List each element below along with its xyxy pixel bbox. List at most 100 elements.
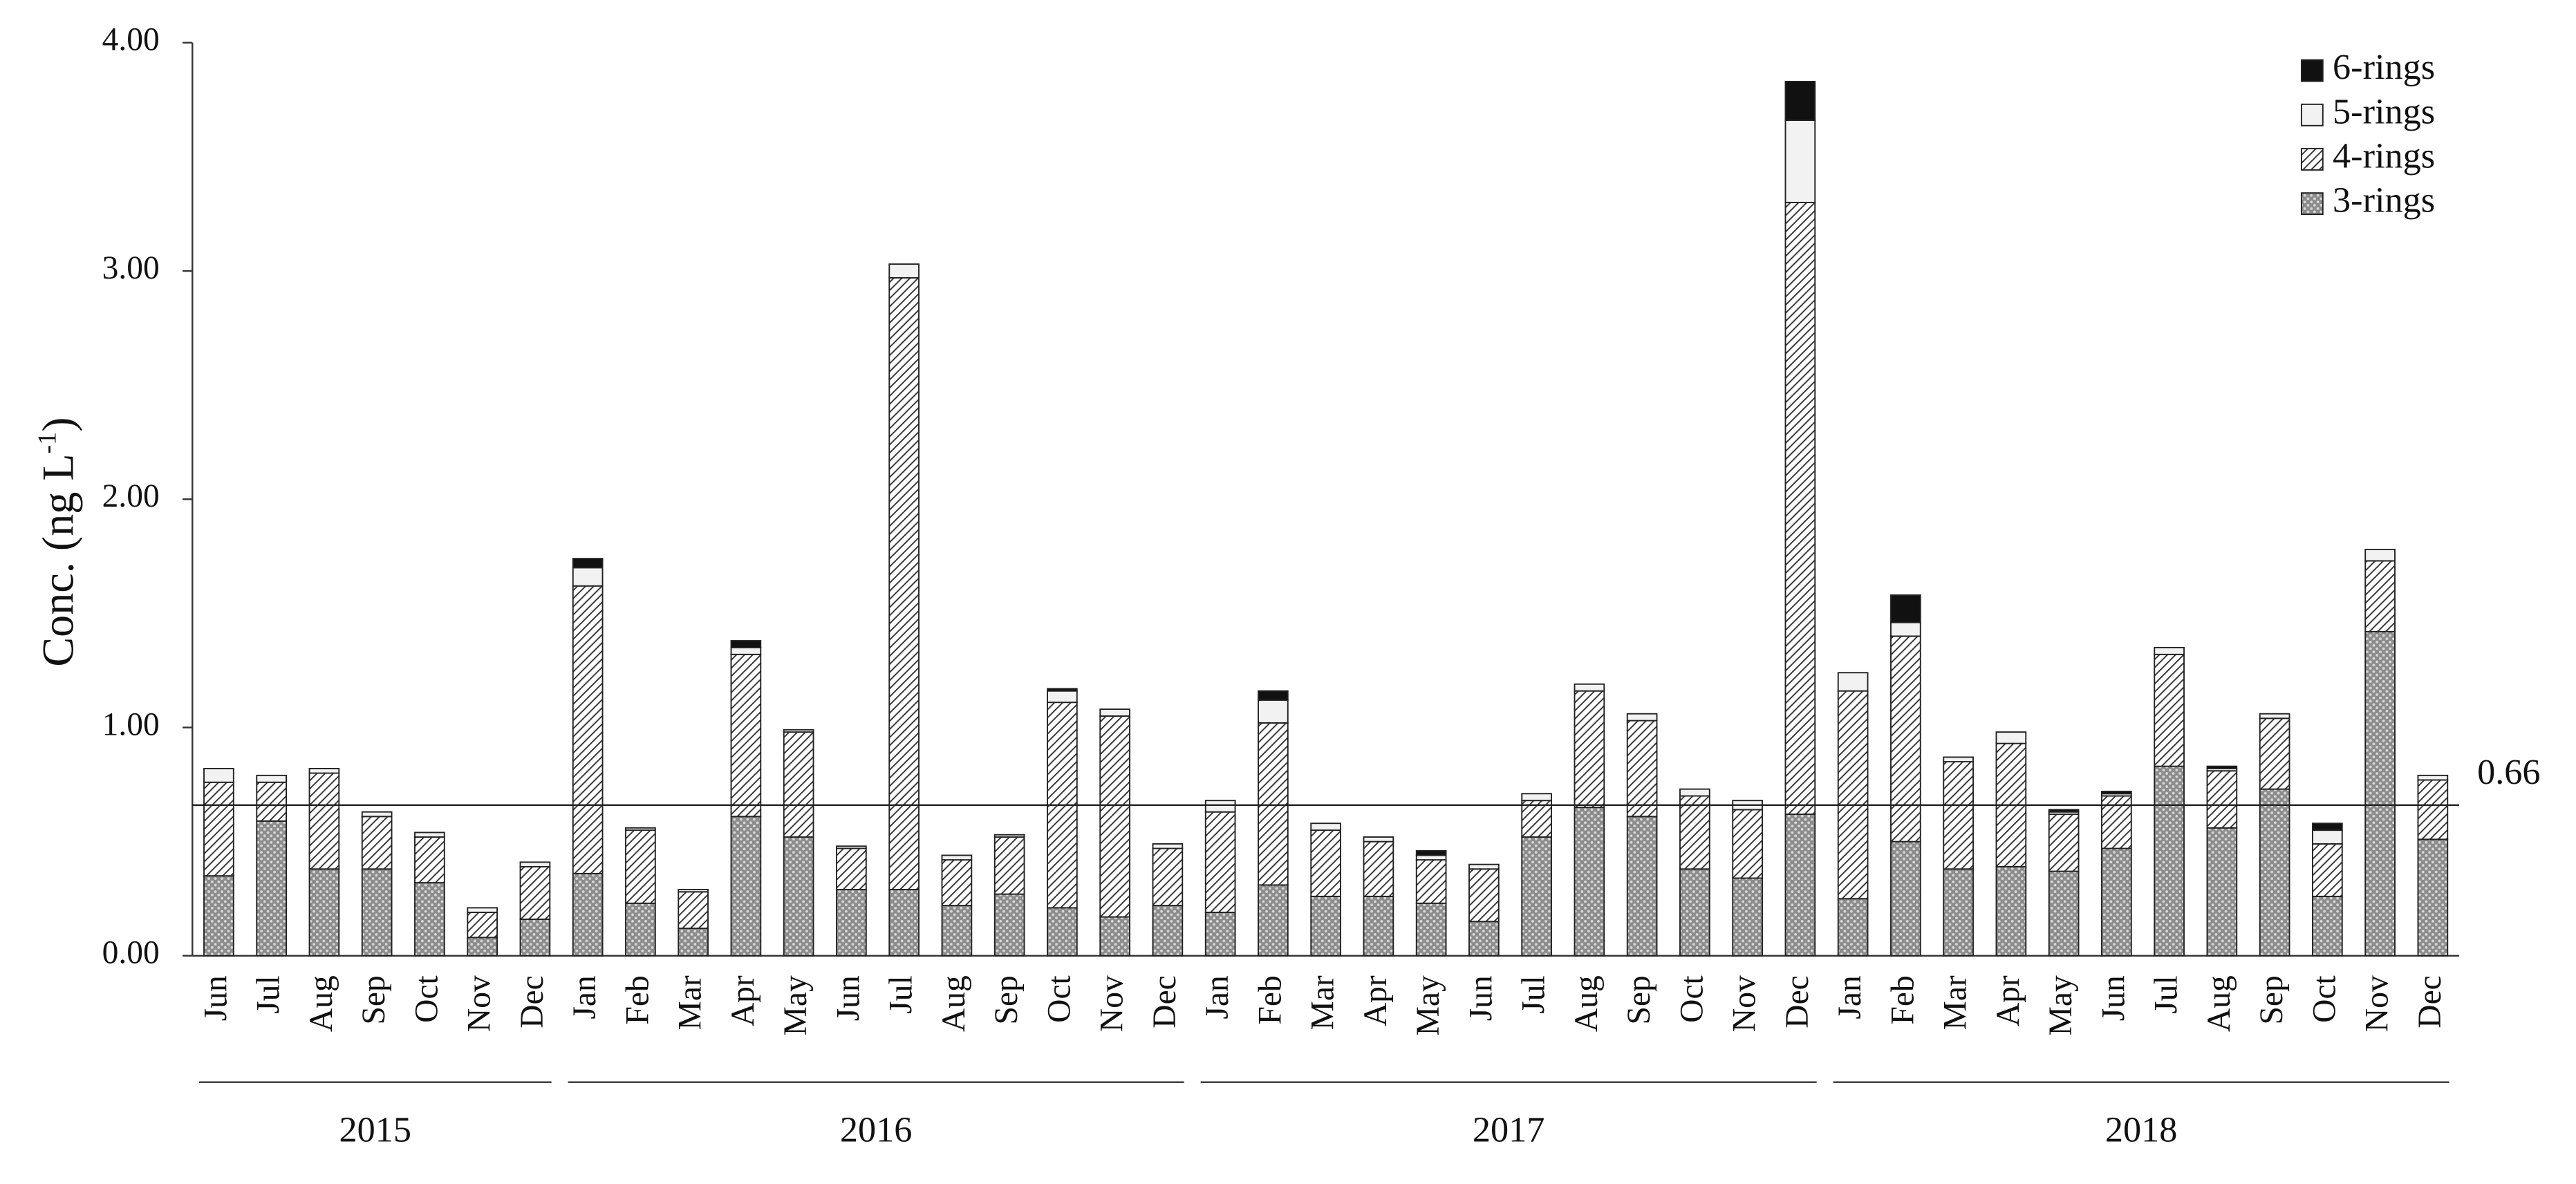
bar-segment <box>1574 807 1605 957</box>
bar-segment <box>836 847 867 890</box>
bar-segment <box>2154 765 2185 957</box>
bar-segment <box>572 872 604 957</box>
bar-segment <box>625 827 656 831</box>
bar-segment <box>1784 80 1816 122</box>
bar-segment <box>1626 720 1658 818</box>
bar-segment <box>1047 907 1078 957</box>
bar-segment <box>1099 715 1130 918</box>
bar-segment <box>888 889 920 957</box>
bar-segment <box>572 567 604 587</box>
x-tick-label: Dec <box>1147 975 1183 1028</box>
bar-segment <box>203 781 234 877</box>
bar-segment <box>2259 717 2290 790</box>
y-label-end: ) <box>33 417 82 431</box>
bar-segment <box>2259 788 2290 957</box>
bar-segment <box>1415 859 1447 904</box>
x-tick-label: Jul <box>251 975 287 1013</box>
x-tick-label: May <box>2043 975 2079 1035</box>
bar-segment <box>941 905 973 957</box>
bar-segment <box>361 811 393 818</box>
y-tick-label: 1.00 <box>102 706 160 742</box>
bar-segment <box>1363 840 1394 897</box>
bar-segment <box>1152 905 1184 957</box>
bar-segment <box>1363 836 1394 843</box>
x-tick-label: Aug <box>2201 975 2237 1032</box>
bar-segment <box>1626 816 1658 957</box>
bar-segment <box>2417 774 2449 781</box>
x-tick-label: Aug <box>1569 975 1605 1032</box>
bar-segment <box>203 768 234 783</box>
bar-segment <box>1679 868 1710 957</box>
bar-segment <box>678 889 709 893</box>
bar-segment <box>1204 811 1236 913</box>
bar-segment <box>2312 823 2343 831</box>
bar-segment <box>836 845 867 849</box>
bar-segment <box>2048 870 2080 957</box>
bar-segment <box>1310 823 1341 831</box>
bar-segment <box>519 861 551 867</box>
bar-segment <box>361 868 393 957</box>
x-tick-label: Mar <box>1938 975 1974 1030</box>
bar-segment <box>1415 849 1447 856</box>
legend-label: 5-rings <box>2333 91 2435 131</box>
bar-segment <box>1152 847 1184 907</box>
bar-segment <box>730 653 762 818</box>
x-tick-label: May <box>778 975 814 1035</box>
bar-segment <box>414 882 445 957</box>
bar-segment <box>1890 635 1921 843</box>
x-tick-label: Feb <box>1252 975 1288 1024</box>
y-label-text: Conc. (ng L <box>33 453 82 666</box>
x-tick-label: Oct <box>409 975 445 1023</box>
x-tick-label: May <box>1410 975 1446 1035</box>
bar-segment <box>2312 829 2343 845</box>
x-tick-label: Oct <box>1674 975 1710 1023</box>
bar-segment <box>941 859 973 907</box>
bar-segment <box>1943 868 1974 957</box>
bar-segment <box>1099 708 1130 717</box>
bar-segment <box>993 834 1025 838</box>
bar-segment <box>1415 854 1447 861</box>
x-tick-label: Jul <box>884 975 920 1013</box>
x-tick-label: Apr <box>725 975 761 1026</box>
legend-swatch <box>2300 192 2324 216</box>
legend-swatch <box>2300 148 2324 171</box>
bar-segment <box>414 831 445 838</box>
bar-segment <box>308 768 340 774</box>
bar-segment <box>308 868 340 957</box>
bar-segment <box>467 907 498 913</box>
bar-segment <box>361 816 393 870</box>
bar-segment <box>678 891 709 930</box>
x-tick-label: Jan <box>567 975 603 1019</box>
bar-segment <box>256 820 288 957</box>
bar-segment <box>467 912 498 939</box>
bar-segment <box>2101 795 2132 849</box>
x-tick-label: Apr <box>1990 975 2026 1026</box>
y-axis-label: Conc. (ng L-1) <box>32 417 82 666</box>
bar-segment <box>730 646 762 655</box>
bar-segment <box>1415 902 1447 957</box>
x-tick-label: Oct <box>2306 975 2342 1023</box>
legend-label: 6-rings <box>2333 47 2435 87</box>
bar-segment <box>1521 793 1552 802</box>
bar-segment <box>467 937 498 957</box>
bar-segment <box>1837 690 1869 900</box>
year-label: 2018 <box>2105 1109 2178 1149</box>
year-label: 2017 <box>1473 1109 1545 1149</box>
bar-segment <box>1837 672 1869 692</box>
bar-segment <box>2101 847 2132 957</box>
bar-segment <box>730 640 762 648</box>
x-tick-label: Jul <box>1516 975 1552 1013</box>
bar-segment <box>2259 713 2290 720</box>
bar-segment <box>1258 884 1289 957</box>
bar-segment <box>2206 770 2238 829</box>
bar-segment <box>2312 843 2343 897</box>
bar-segment <box>888 276 920 890</box>
bar-segment <box>1890 840 1921 957</box>
bar-segment <box>2206 765 2238 769</box>
bar-segment <box>1679 788 1710 797</box>
x-tick-label: Jan <box>1200 975 1235 1019</box>
bar-segment <box>203 875 234 957</box>
bar-segment <box>1732 877 1763 957</box>
bar-segment <box>1943 761 1974 870</box>
